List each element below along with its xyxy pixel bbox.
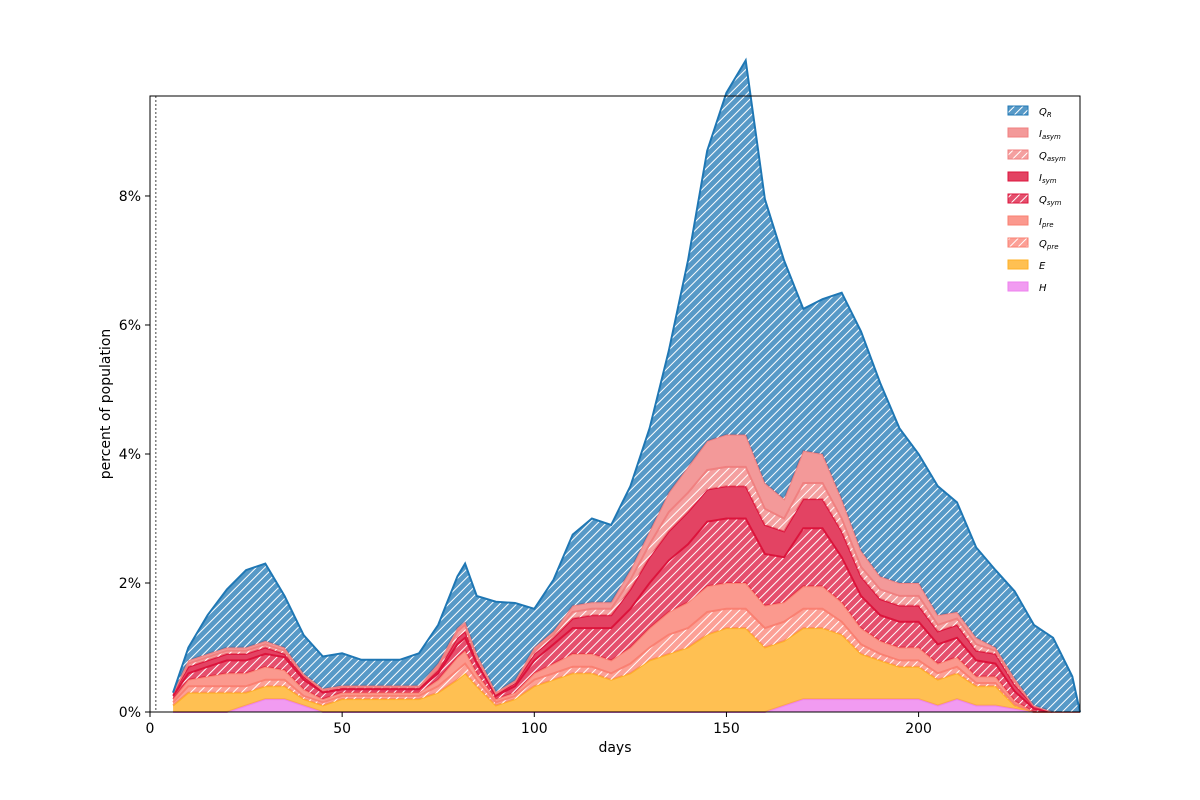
legend: QR Iasym Qasym Isym Qsym Ipre Qpre EH bbox=[1007, 105, 1066, 294]
x-tick-label: 100 bbox=[521, 721, 548, 737]
y-tick-label: 2% bbox=[119, 576, 141, 592]
legend-label-q-pre: Qpre bbox=[1039, 239, 1059, 251]
legend-label-q-sym: Qsym bbox=[1039, 195, 1062, 207]
legend-swatch-q-sym bbox=[1007, 193, 1029, 204]
area-q-asym bbox=[173, 466, 1080, 712]
legend-label-q-r: QR bbox=[1039, 107, 1052, 119]
legend-swatch-i-asym bbox=[1007, 127, 1029, 138]
legend-swatch-i-sym bbox=[1007, 171, 1029, 182]
legend-swatch-e bbox=[1007, 259, 1029, 270]
line-q-r bbox=[172, 57, 1081, 713]
line-q-pre bbox=[172, 607, 1080, 713]
legend-swatch-i-pre bbox=[1007, 215, 1029, 226]
area-q-sym bbox=[173, 518, 1080, 712]
legend-swatch-h bbox=[1007, 281, 1029, 292]
legend-label-h: H bbox=[1039, 283, 1047, 294]
legend-swatch-q-r bbox=[1007, 105, 1029, 116]
area-i-sym bbox=[173, 486, 1080, 712]
legend-label-i-sym: Isym bbox=[1039, 173, 1057, 185]
y-tick-label: 8% bbox=[119, 189, 141, 205]
x-tick-label: 50 bbox=[333, 721, 351, 737]
area-h bbox=[173, 699, 1080, 712]
y-axis: 0% 2% 4% 6% 8% bbox=[119, 189, 150, 721]
y-tick-label: 4% bbox=[119, 447, 141, 463]
legend-swatch-q-asym bbox=[1007, 149, 1029, 160]
x-tick-label: 150 bbox=[713, 721, 740, 737]
x-axis-label: days bbox=[598, 740, 631, 756]
y-axis-label: percent of population bbox=[98, 329, 114, 480]
legend-label-e: E bbox=[1039, 261, 1046, 272]
legend-label-i-pre: Ipre bbox=[1039, 217, 1054, 229]
legend-label-i-asym: Iasym bbox=[1039, 129, 1061, 141]
x-tick-label: 200 bbox=[905, 721, 932, 737]
area-e bbox=[173, 628, 1080, 712]
stacked-areas bbox=[172, 57, 1081, 713]
y-tick-label: 0% bbox=[119, 705, 141, 721]
legend-swatch-q-pre bbox=[1007, 237, 1029, 248]
y-tick-label: 6% bbox=[119, 318, 141, 334]
x-tick-label: 0 bbox=[146, 721, 155, 737]
x-axis: 0 50 100 150 200 bbox=[146, 712, 932, 737]
legend-label-q-asym: Qasym bbox=[1039, 151, 1066, 163]
plot-frame bbox=[149, 95, 1081, 713]
